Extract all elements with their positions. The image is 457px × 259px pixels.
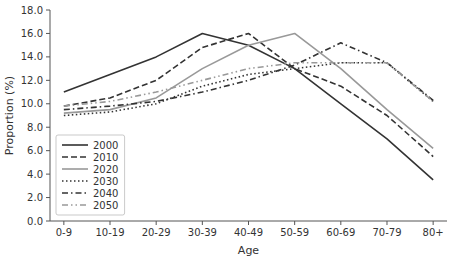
y-tick-label: 0.0 (27, 216, 43, 227)
y-tick (46, 10, 50, 11)
legend-swatch (62, 204, 88, 206)
legend-label: 2050 (93, 200, 118, 211)
x-tick (294, 221, 295, 225)
legend: 200020102020203020402050 (56, 135, 125, 215)
y-tick (46, 127, 50, 128)
legend-swatch (62, 192, 88, 194)
y-tick (46, 56, 50, 57)
x-tick-label: 80+ (423, 227, 444, 238)
x-axis: 0-9 10-19 20-29 30-39 40-49 50-59 60-69 70-79 80… (50, 221, 447, 238)
series-line (64, 63, 433, 116)
legend-swatch (62, 168, 88, 170)
x-tick-label: 70-79 (372, 227, 401, 238)
y-tick (46, 103, 50, 104)
legend-label: 2000 (93, 140, 118, 151)
x-tick (248, 221, 249, 225)
legend-label: 2040 (93, 188, 118, 199)
y-tick-label: 18.0 (21, 5, 43, 16)
legend-label: 2030 (93, 176, 118, 187)
y-tick (46, 80, 50, 81)
x-tick-label: 0-9 (56, 227, 72, 238)
y-tick (46, 174, 50, 175)
y-tick (46, 150, 50, 151)
y-axis: 0.0 2.0 4.0 6.0 8.0 10.0 12.0 14.0 16.0 18.0 (21, 5, 50, 227)
y-tick (46, 197, 50, 198)
y-tick-label: 8.0 (27, 122, 43, 133)
y-tick-label: 14.0 (21, 51, 43, 62)
x-tick (110, 221, 111, 225)
y-axis-line (50, 10, 51, 221)
legend-swatch (62, 180, 88, 182)
x-tick-label: 60-69 (326, 227, 355, 238)
legend-swatch (62, 156, 88, 158)
y-tick (46, 221, 50, 222)
x-tick (202, 221, 203, 225)
legend-label: 2020 (93, 164, 118, 175)
legend-frame (56, 135, 125, 215)
x-axis-label: Age (238, 244, 260, 257)
y-tick-label: 12.0 (21, 75, 43, 86)
y-tick-label: 6.0 (27, 145, 43, 156)
x-tick (433, 221, 434, 225)
x-tick (156, 221, 157, 225)
x-tick-label: 30-39 (188, 227, 217, 238)
legend-label: 2010 (93, 152, 118, 163)
series-line (64, 63, 433, 106)
legend-swatch (62, 144, 88, 146)
y-tick-label: 4.0 (27, 169, 43, 180)
y-tick-label: 16.0 (21, 28, 43, 39)
x-tick (63, 221, 64, 225)
x-tick-label: 50-59 (280, 227, 309, 238)
x-tick-label: 10-19 (95, 227, 124, 238)
series-line (64, 33, 433, 148)
y-tick-label: 10.0 (21, 98, 43, 109)
x-tick-label: 20-29 (142, 227, 171, 238)
x-tick-label: 40-49 (234, 227, 263, 238)
y-tick (46, 33, 50, 34)
y-axis-label: Proportion (%) (3, 76, 16, 155)
y-tick-label: 2.0 (27, 192, 43, 203)
x-tick (386, 221, 387, 225)
series-line (64, 43, 433, 110)
x-tick (340, 221, 341, 225)
chart: 0.0 2.0 4.0 6.0 8.0 10.0 12.0 14.0 16.0 18.0 0-9 10… (0, 0, 457, 259)
